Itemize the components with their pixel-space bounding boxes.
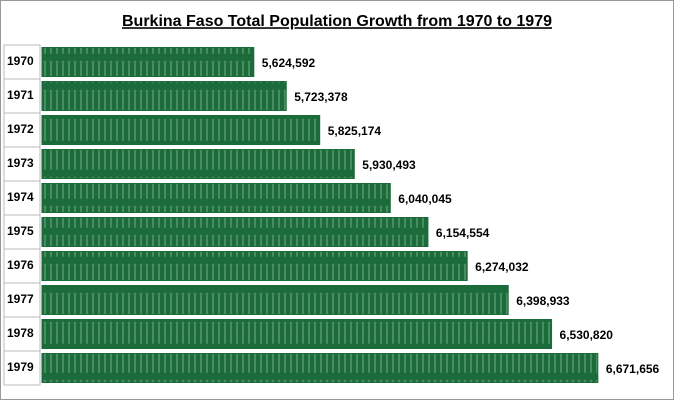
y-tick-label: 1975 bbox=[7, 224, 34, 238]
value-label: 6,398,933 bbox=[516, 294, 570, 308]
y-tick-label: 1978 bbox=[7, 326, 34, 340]
y-tick-label: 1977 bbox=[7, 292, 34, 306]
value-label: 6,274,032 bbox=[475, 260, 529, 274]
bar bbox=[41, 217, 429, 247]
bar bbox=[41, 149, 355, 179]
bar bbox=[41, 81, 287, 111]
value-label: 6,040,045 bbox=[398, 192, 452, 206]
bar bbox=[41, 47, 255, 77]
bar bbox=[41, 251, 468, 281]
y-tick-label: 1974 bbox=[7, 190, 34, 204]
value-label: 6,671,656 bbox=[606, 362, 660, 376]
value-label: 5,624,592 bbox=[262, 56, 316, 70]
bar bbox=[41, 115, 321, 145]
y-tick-label: 1971 bbox=[7, 88, 34, 102]
value-label: 6,154,554 bbox=[436, 226, 490, 240]
bar bbox=[41, 319, 553, 349]
y-tick-label: 1970 bbox=[7, 54, 34, 68]
value-label: 5,930,493 bbox=[362, 158, 416, 172]
y-tick-label: 1973 bbox=[7, 156, 34, 170]
y-tick-label: 1979 bbox=[7, 360, 34, 374]
bar bbox=[41, 353, 599, 383]
y-tick-label: 1976 bbox=[7, 258, 34, 272]
bar bbox=[41, 285, 509, 315]
value-label: 5,825,174 bbox=[328, 124, 382, 138]
value-label: 6,530,820 bbox=[560, 328, 614, 342]
y-tick-label: 1972 bbox=[7, 122, 34, 136]
value-label: 5,723,378 bbox=[294, 90, 348, 104]
bar bbox=[41, 183, 391, 213]
chart-title: Burkina Faso Total Population Growth fro… bbox=[122, 13, 552, 30]
